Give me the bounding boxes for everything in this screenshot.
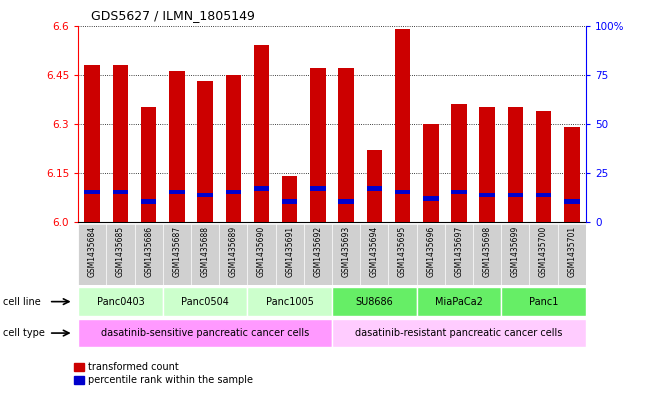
Text: dasatinib-resistant pancreatic cancer cells: dasatinib-resistant pancreatic cancer ce… bbox=[355, 328, 562, 338]
Bar bbox=[508, 193, 523, 198]
Text: GSM1435686: GSM1435686 bbox=[144, 226, 153, 277]
Bar bbox=[310, 68, 326, 222]
Bar bbox=[78, 287, 163, 316]
Bar bbox=[451, 189, 467, 194]
Text: GSM1435699: GSM1435699 bbox=[511, 226, 520, 277]
Bar bbox=[163, 287, 247, 316]
Bar bbox=[141, 200, 156, 204]
Text: GSM1435700: GSM1435700 bbox=[539, 226, 548, 277]
Bar bbox=[395, 189, 410, 194]
Bar bbox=[282, 200, 298, 204]
Bar bbox=[479, 107, 495, 222]
Bar bbox=[564, 127, 579, 222]
Bar bbox=[395, 29, 410, 222]
Bar bbox=[197, 81, 213, 222]
Bar bbox=[113, 65, 128, 222]
Bar bbox=[247, 287, 332, 316]
Bar bbox=[78, 319, 332, 347]
Bar bbox=[479, 193, 495, 198]
Text: GSM1435691: GSM1435691 bbox=[285, 226, 294, 277]
Bar bbox=[332, 287, 417, 316]
Bar bbox=[332, 319, 586, 347]
Bar bbox=[508, 107, 523, 222]
Text: GSM1435690: GSM1435690 bbox=[257, 226, 266, 277]
Text: GSM1435701: GSM1435701 bbox=[567, 226, 576, 277]
Bar bbox=[169, 189, 185, 194]
Legend: transformed count, percentile rank within the sample: transformed count, percentile rank withi… bbox=[70, 358, 257, 389]
Text: Panc1005: Panc1005 bbox=[266, 297, 314, 307]
Bar bbox=[85, 189, 100, 194]
Bar bbox=[564, 200, 579, 204]
Text: SU8686: SU8686 bbox=[355, 297, 393, 307]
Bar bbox=[310, 186, 326, 191]
Bar bbox=[169, 72, 185, 222]
Bar bbox=[423, 196, 439, 201]
Bar bbox=[225, 75, 241, 222]
Bar bbox=[536, 111, 551, 222]
Text: GDS5627 / ILMN_1805149: GDS5627 / ILMN_1805149 bbox=[91, 9, 255, 22]
Bar bbox=[417, 287, 501, 316]
Bar bbox=[367, 186, 382, 191]
Bar bbox=[501, 287, 586, 316]
Text: cell line: cell line bbox=[3, 297, 41, 307]
Text: Panc0504: Panc0504 bbox=[181, 297, 229, 307]
Text: GSM1435688: GSM1435688 bbox=[201, 226, 210, 277]
Text: dasatinib-sensitive pancreatic cancer cells: dasatinib-sensitive pancreatic cancer ce… bbox=[101, 328, 309, 338]
Bar bbox=[536, 193, 551, 198]
Bar bbox=[423, 124, 439, 222]
Bar bbox=[254, 186, 270, 191]
Text: cell type: cell type bbox=[3, 328, 45, 338]
Bar bbox=[85, 65, 100, 222]
Text: GSM1435685: GSM1435685 bbox=[116, 226, 125, 277]
Bar bbox=[197, 193, 213, 198]
Text: GSM1435689: GSM1435689 bbox=[229, 226, 238, 277]
Text: GSM1435695: GSM1435695 bbox=[398, 226, 407, 277]
Bar bbox=[451, 104, 467, 222]
Text: GSM1435684: GSM1435684 bbox=[88, 226, 97, 277]
Text: GSM1435687: GSM1435687 bbox=[173, 226, 182, 277]
Text: GSM1435696: GSM1435696 bbox=[426, 226, 436, 277]
Text: GSM1435692: GSM1435692 bbox=[313, 226, 322, 277]
Bar bbox=[367, 150, 382, 222]
Bar bbox=[282, 176, 298, 222]
Text: MiaPaCa2: MiaPaCa2 bbox=[435, 297, 483, 307]
Text: Panc0403: Panc0403 bbox=[96, 297, 145, 307]
Text: Panc1: Panc1 bbox=[529, 297, 559, 307]
Bar bbox=[113, 189, 128, 194]
Bar bbox=[339, 68, 354, 222]
Text: GSM1435693: GSM1435693 bbox=[342, 226, 351, 277]
Bar bbox=[225, 189, 241, 194]
Text: GSM1435697: GSM1435697 bbox=[454, 226, 464, 277]
Bar bbox=[254, 45, 270, 222]
Bar bbox=[141, 107, 156, 222]
Text: GSM1435698: GSM1435698 bbox=[482, 226, 492, 277]
Bar bbox=[339, 200, 354, 204]
Text: GSM1435694: GSM1435694 bbox=[370, 226, 379, 277]
